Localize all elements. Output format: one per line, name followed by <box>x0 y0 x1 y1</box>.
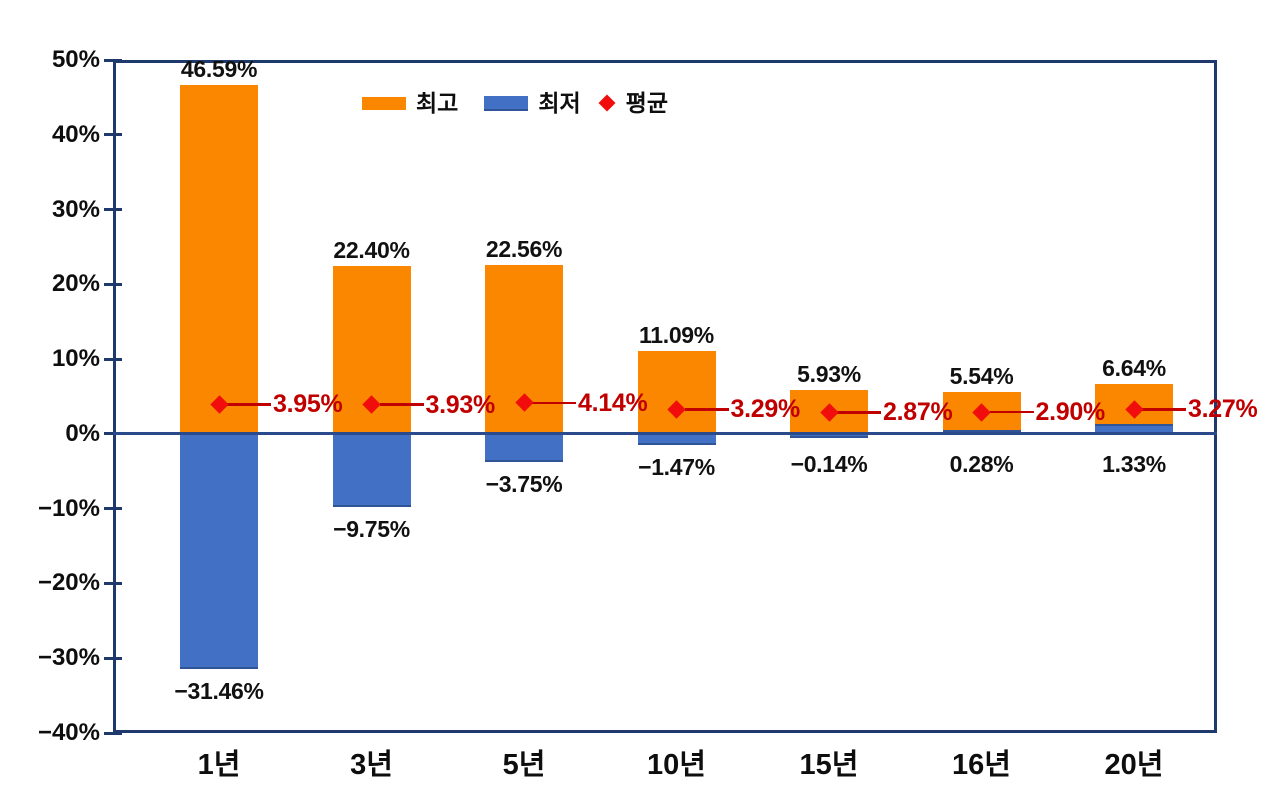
legend-min-swatch <box>484 95 529 111</box>
avg-connector-line <box>227 403 271 406</box>
legend-avg-label: 평균 <box>625 90 668 116</box>
bar-max-value-label: 6.64% <box>1102 355 1166 382</box>
bar-min <box>485 433 563 462</box>
y-axis-tick-label: −20% <box>37 569 100 597</box>
y-axis-tick-label: 10% <box>51 345 100 373</box>
y-axis-tick <box>104 208 122 212</box>
y-axis-tick-label: 50% <box>51 46 100 73</box>
bar-min-value-label: −31.46% <box>174 678 264 705</box>
bar-max-value-label: 11.09% <box>639 321 714 348</box>
avg-value-label: 3.95% <box>273 390 343 419</box>
bar-min-value-label: 1.33% <box>1102 450 1166 477</box>
avg-value-label: 3.93% <box>425 390 496 419</box>
bar-min-value-label: −9.75% <box>333 515 410 542</box>
bar-min <box>332 433 411 507</box>
zero-axis-line <box>113 432 1217 436</box>
avg-connector-line <box>989 410 1034 414</box>
x-axis-category-label: 10년 <box>647 749 706 781</box>
y-axis-tick-label: 20% <box>51 270 100 298</box>
avg-connector-line <box>379 403 424 406</box>
y-axis-tick <box>104 133 122 137</box>
bar-min-value-label: −1.47% <box>638 453 715 480</box>
bar-min <box>637 433 716 445</box>
x-axis-category-label: 20년 <box>1104 749 1164 781</box>
y-axis-tick-label: −40% <box>37 719 100 746</box>
bar-min <box>942 429 1021 434</box>
y-axis-tick <box>104 282 122 286</box>
plot-area-border <box>113 60 1217 733</box>
avg-value-label: 2.90% <box>1035 398 1106 427</box>
x-axis-category-label: 16년 <box>952 749 1011 781</box>
y-axis-tick <box>104 357 122 361</box>
avg-value-label: 4.14% <box>578 388 648 417</box>
y-axis-tick-label: 30% <box>51 195 100 223</box>
x-axis-category-label: 3년 <box>350 749 393 781</box>
bar-min <box>1095 423 1173 434</box>
avg-connector-line <box>1142 408 1186 411</box>
avg-connector-line <box>837 411 881 414</box>
bar-max-value-label: 22.40% <box>333 237 410 264</box>
avg-value-label: 3.29% <box>730 395 801 424</box>
avg-connector-line <box>684 408 729 411</box>
x-axis-category-label: 1년 <box>197 749 241 781</box>
y-axis-tick <box>104 581 122 585</box>
x-axis-category-label: 5년 <box>502 749 546 781</box>
bar-min-value-label: 0.28% <box>949 450 1014 477</box>
bar-max-value-label: 22.56% <box>485 236 563 263</box>
bar-min <box>790 433 868 438</box>
avg-value-label: 3.27% <box>1188 395 1258 424</box>
y-axis-tick-label: −30% <box>37 644 100 672</box>
y-axis-tick-label: 0% <box>65 419 100 447</box>
legend-max-swatch <box>362 96 406 110</box>
bar-max <box>180 85 258 434</box>
y-axis-tick-label: −10% <box>37 494 100 522</box>
avg-connector-line <box>532 401 576 405</box>
legend-max-label: 최고 <box>416 90 459 116</box>
chart-legend: 최고 최저 평균 <box>362 88 668 118</box>
bar-max-value-label: 5.54% <box>949 363 1014 390</box>
bar-max-value-label: 5.93% <box>797 360 861 387</box>
bar-min <box>180 433 258 670</box>
y-axis-tick <box>104 656 122 660</box>
bar-min-value-label: −3.75% <box>485 470 563 497</box>
y-axis-tick <box>104 507 122 511</box>
y-axis-tick <box>104 58 122 62</box>
y-axis-tick-label: 40% <box>51 120 100 148</box>
bar-min-value-label: −0.14% <box>790 450 868 477</box>
y-axis-tick <box>104 731 122 735</box>
bar-max-value-label: 46.59% <box>180 56 258 83</box>
bar-max <box>637 350 716 434</box>
x-axis-category-label: 15년 <box>799 749 859 781</box>
legend-min-label: 최저 <box>538 90 581 116</box>
avg-value-label: 2.87% <box>883 398 953 427</box>
